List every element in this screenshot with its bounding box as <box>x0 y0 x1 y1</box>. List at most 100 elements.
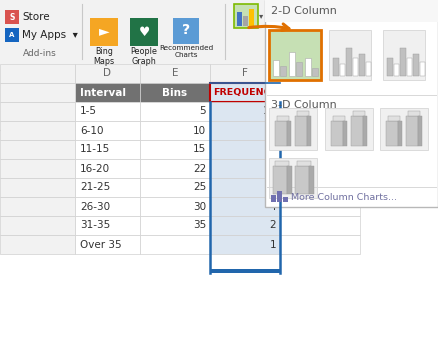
Bar <box>395 7 417 29</box>
Text: My Apps  ▾: My Apps ▾ <box>22 30 78 40</box>
Bar <box>340 64 345 76</box>
Bar <box>329 30 371 80</box>
Bar <box>210 83 280 102</box>
Bar <box>287 166 292 194</box>
Bar <box>343 121 347 146</box>
Bar <box>413 54 419 76</box>
Bar <box>0 178 75 197</box>
Bar <box>0 102 75 121</box>
Text: 6-10: 6-10 <box>80 126 103 135</box>
Bar <box>280 216 360 235</box>
Bar <box>265 0 438 207</box>
Bar <box>0 235 75 254</box>
Bar <box>298 13 311 26</box>
Text: 5: 5 <box>269 163 276 173</box>
Text: 31-35: 31-35 <box>80 221 110 231</box>
Bar <box>305 58 311 76</box>
Bar <box>277 191 282 202</box>
Text: 30: 30 <box>193 201 206 211</box>
Bar <box>140 140 210 159</box>
Bar <box>210 102 280 121</box>
Bar <box>130 18 158 46</box>
Bar <box>140 197 210 216</box>
Bar <box>366 62 371 76</box>
Bar <box>333 13 346 26</box>
Text: 2-D Column: 2-D Column <box>271 6 337 16</box>
Bar <box>410 21 412 27</box>
Bar <box>237 12 242 26</box>
Bar <box>0 216 75 235</box>
Text: Recommended
Charts: Recommended Charts <box>159 45 213 58</box>
Bar <box>90 18 118 46</box>
Bar <box>316 13 329 26</box>
Text: S: S <box>9 13 15 22</box>
Bar <box>280 159 360 178</box>
Bar <box>280 66 286 76</box>
Text: E: E <box>172 68 178 79</box>
Bar <box>383 30 425 80</box>
Text: 35: 35 <box>193 221 206 231</box>
Text: 11: 11 <box>263 106 276 117</box>
Text: 6: 6 <box>269 145 276 155</box>
Bar <box>140 178 210 197</box>
Bar <box>325 108 373 150</box>
Bar <box>287 121 291 146</box>
Bar <box>418 116 422 146</box>
Bar <box>140 83 210 102</box>
Bar <box>0 64 75 83</box>
Bar <box>283 197 288 202</box>
Bar <box>408 111 420 116</box>
Bar <box>280 83 360 102</box>
Bar <box>353 111 365 116</box>
Bar <box>410 13 423 26</box>
Bar <box>0 64 438 342</box>
Bar <box>271 195 276 202</box>
Bar <box>359 54 365 76</box>
Bar <box>420 62 425 76</box>
Bar <box>331 121 343 146</box>
Text: Bing
Maps: Bing Maps <box>93 47 115 66</box>
Text: ▾: ▾ <box>259 12 263 21</box>
Bar <box>140 235 210 254</box>
Bar <box>405 17 407 27</box>
Bar <box>386 121 398 146</box>
Bar <box>75 64 140 83</box>
Bar <box>75 197 140 216</box>
Text: People
Graph: People Graph <box>131 47 157 66</box>
Text: 11-15: 11-15 <box>80 145 110 155</box>
Text: F: F <box>242 68 248 79</box>
Bar <box>346 48 352 76</box>
Bar <box>372 13 385 26</box>
Bar <box>295 166 309 194</box>
Bar <box>400 22 402 27</box>
Text: Bins: Bins <box>162 88 187 97</box>
Bar <box>210 269 280 273</box>
Bar <box>75 216 140 235</box>
Bar <box>406 116 418 146</box>
Bar <box>210 235 280 254</box>
Text: 21-25: 21-25 <box>80 183 110 193</box>
Text: 1: 1 <box>269 239 276 250</box>
Bar <box>275 161 289 166</box>
Text: 2: 2 <box>269 221 276 231</box>
Bar <box>363 116 367 146</box>
Bar <box>75 102 140 121</box>
Bar <box>210 197 280 216</box>
Bar <box>210 64 280 83</box>
Text: 8: 8 <box>269 126 276 135</box>
Bar <box>400 48 406 76</box>
Text: ♥: ♥ <box>138 26 150 39</box>
Bar <box>75 83 140 102</box>
Bar <box>296 62 302 76</box>
Text: ?: ? <box>182 23 190 37</box>
Bar <box>210 159 280 178</box>
Text: 5: 5 <box>199 106 206 117</box>
Bar <box>387 58 393 76</box>
Bar <box>398 19 402 27</box>
Bar <box>210 140 280 159</box>
Bar <box>0 197 75 216</box>
Text: G: G <box>316 68 324 79</box>
Bar <box>275 121 287 146</box>
Text: Add-ins: Add-ins <box>23 50 57 58</box>
Bar <box>140 121 210 140</box>
